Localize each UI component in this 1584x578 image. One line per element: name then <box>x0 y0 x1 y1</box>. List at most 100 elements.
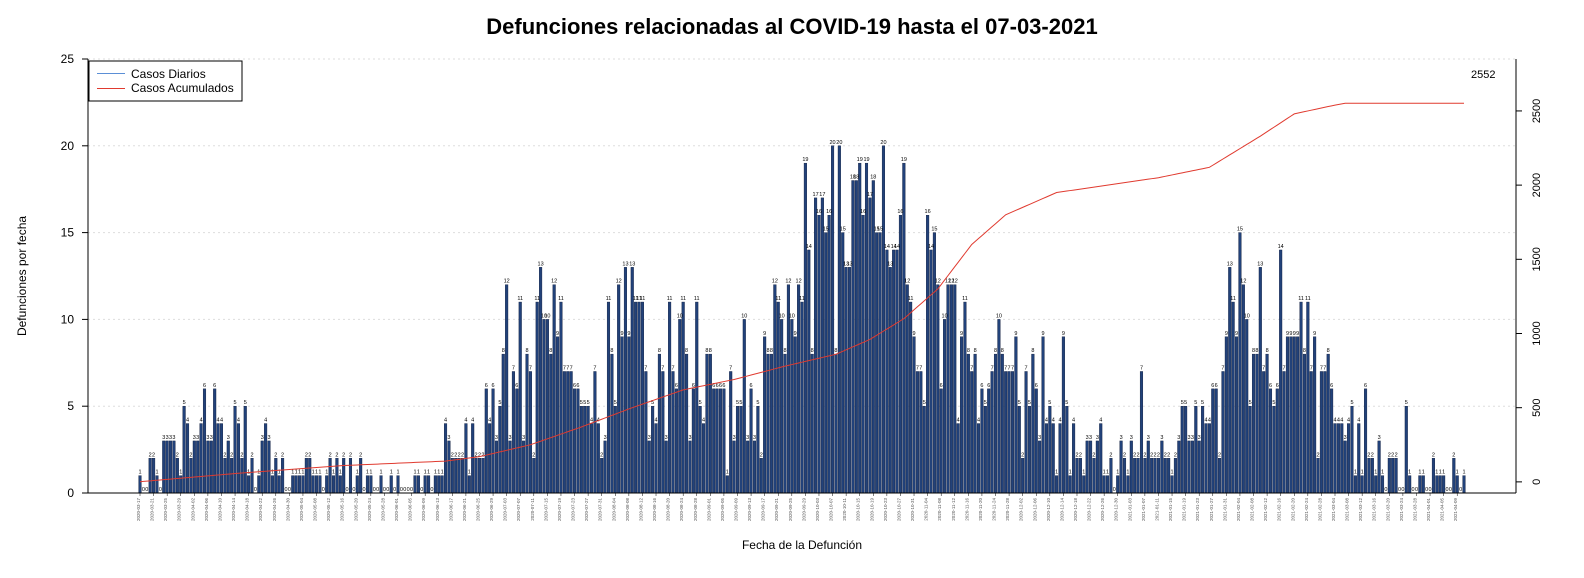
bar <box>1319 371 1323 494</box>
bar <box>518 301 522 494</box>
bar-value-label: 1 <box>332 470 335 476</box>
bar-value-label: 7 <box>1320 365 1323 371</box>
x-tick-label: 2020-08-24 <box>679 498 684 522</box>
bar <box>423 475 427 494</box>
bar <box>230 458 234 494</box>
bar-value-label: 3 <box>1120 435 1123 441</box>
bar-value-label: 2 <box>230 452 233 458</box>
bar-value-label: 8 <box>658 348 661 354</box>
bar <box>960 336 964 494</box>
bar-value-label: 1 <box>1106 470 1109 476</box>
bar-value-label: 0 <box>386 487 389 493</box>
bar-value-label: 3 <box>509 435 512 441</box>
bar <box>861 215 865 494</box>
bar <box>834 353 838 494</box>
bar <box>769 353 773 494</box>
bar <box>440 475 444 494</box>
bar <box>640 301 644 494</box>
bar-value-label: 1 <box>1439 470 1442 476</box>
x-tick-label: 2020-06-09 <box>421 498 426 522</box>
bar-value-label: 8 <box>1252 348 1255 354</box>
bar-value-label: 1 <box>1082 470 1085 476</box>
x-tick-label: 2021-04-05 <box>1440 498 1445 522</box>
bar-value-label: 6 <box>675 383 678 389</box>
bar <box>549 353 553 494</box>
x-tick-label: 2020-05-20 <box>353 498 358 522</box>
bar-value-label: 20 <box>829 140 835 146</box>
bar <box>664 440 668 494</box>
bar <box>963 301 967 494</box>
bar-value-label: 0 <box>352 487 355 493</box>
bar <box>1296 336 1300 494</box>
bar-value-label: 5 <box>498 400 501 406</box>
bar-value-label: 3 <box>1160 435 1163 441</box>
bar-value-label: 6 <box>987 383 990 389</box>
bar <box>189 458 193 494</box>
x-tick-label: 2020-05-08 <box>313 498 318 522</box>
bar-value-label: 12 <box>785 279 791 285</box>
bar-value-label: 1 <box>356 470 359 476</box>
bar-value-label: 6 <box>485 383 488 389</box>
bar <box>851 180 855 494</box>
bar-value-label: 14 <box>884 244 890 250</box>
bar-value-label: 1 <box>366 470 369 476</box>
bar-value-label: 3 <box>665 435 668 441</box>
bar-value-label: 3 <box>447 435 450 441</box>
bar-value-label: 8 <box>783 348 786 354</box>
bar <box>837 145 841 494</box>
bar <box>719 388 723 494</box>
bar-value-label: 6 <box>1269 383 1272 389</box>
bar-value-label: 8 <box>1266 348 1269 354</box>
bar <box>1238 232 1242 494</box>
bar <box>1010 371 1015 494</box>
bar <box>1262 371 1266 494</box>
bar <box>953 284 957 494</box>
bar-value-label: 2 <box>1218 452 1221 458</box>
bar-value-label: 11 <box>517 296 523 302</box>
bar-value-label: 19 <box>857 157 863 163</box>
bar-value-label: 2 <box>189 452 192 458</box>
y-tick-label: 20 <box>61 139 75 153</box>
x-axis-title: Fecha de la Defunción <box>742 538 862 552</box>
legend: Casos Diarios Casos Acumulados <box>88 60 243 102</box>
x-tick-label: 2020-10-27 <box>896 498 901 522</box>
bar-value-label: 8 <box>770 348 773 354</box>
bar <box>1065 406 1069 494</box>
bar <box>1272 406 1276 494</box>
bar-value-label: 10 <box>1244 313 1250 319</box>
bar <box>705 353 709 494</box>
bar <box>922 406 926 494</box>
x-tick-label: 2020-04-18 <box>245 498 250 522</box>
bar <box>1163 458 1167 494</box>
bar <box>1133 458 1137 494</box>
bar-value-label: 11 <box>633 296 639 302</box>
bar-value-label: 7 <box>1283 365 1286 371</box>
bar <box>691 388 695 494</box>
bar <box>820 197 824 494</box>
x-tick-label: 2020-09-25 <box>788 498 793 522</box>
bar <box>1068 475 1072 494</box>
x-tick-label: 2021-01-07 <box>1141 498 1146 522</box>
bar-value-label: 2 <box>1092 452 1095 458</box>
bar-value-label: 8 <box>1001 348 1004 354</box>
bar <box>192 440 196 494</box>
bar-value-label: 4 <box>471 418 474 424</box>
x-tick-label: 2021-02-08 <box>1250 498 1255 522</box>
bar-value-label: 2 <box>458 452 461 458</box>
bar-value-label: 3 <box>648 435 651 441</box>
bar <box>987 388 991 494</box>
bar-value-label: 2 <box>1079 452 1082 458</box>
bar <box>196 440 200 494</box>
bar-value-label: 16 <box>826 209 832 215</box>
bar <box>752 440 757 494</box>
bar-value-label: 0 <box>322 487 325 493</box>
bar <box>1061 336 1065 494</box>
bar-value-label: 5 <box>1018 400 1021 406</box>
bar <box>213 388 217 494</box>
bar-value-label: 5 <box>183 400 186 406</box>
bar-value-label: 20 <box>880 140 886 146</box>
x-tick-label: 2020-09-09 <box>734 498 739 522</box>
bar-value-label: 6 <box>1364 383 1367 389</box>
bar-value-label: 0 <box>346 487 349 493</box>
bar-value-label: 3 <box>753 435 756 441</box>
